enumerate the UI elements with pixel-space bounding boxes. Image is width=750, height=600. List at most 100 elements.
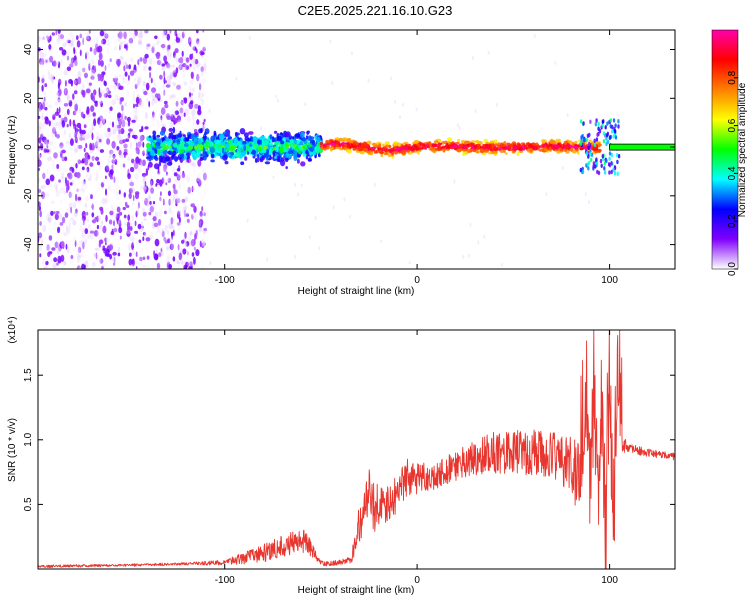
spectrogram-cell <box>43 96 46 102</box>
spectrogram-cell <box>55 190 60 197</box>
spectrogram-cell <box>244 156 248 161</box>
spectrogram-cell <box>118 118 122 127</box>
spectrogram-cell <box>307 135 312 142</box>
spectrogram-cell <box>198 176 201 184</box>
spectrogram-cell <box>116 223 120 230</box>
spectrogram-cell <box>541 139 547 143</box>
spectrogram-cell <box>188 92 192 98</box>
spectrogram-cell <box>114 46 117 51</box>
spectrogram-cell <box>299 141 304 146</box>
spectrogram-cell <box>126 135 130 140</box>
spectrogram-cell <box>73 131 76 137</box>
spectrogram-cell <box>201 99 205 106</box>
spectrogram-cell <box>154 238 160 247</box>
spectrogram-cell <box>88 82 92 89</box>
spectrogram-cell <box>203 142 206 148</box>
spectrogram-cell <box>96 171 99 179</box>
spectrogram-cell <box>320 146 324 150</box>
spectrogram-cell <box>162 176 166 184</box>
spectrogram-cell <box>112 128 116 135</box>
spectrogram-cell <box>114 124 119 132</box>
spectrogram-cell <box>182 206 185 215</box>
spectrogram-cell <box>162 83 166 90</box>
spectrogram-cell <box>202 46 206 52</box>
spectrogram-cell <box>174 156 178 162</box>
spectrogram-cell <box>77 76 82 85</box>
spectrogram-cell <box>103 93 108 98</box>
spectrogram-cell <box>142 150 145 157</box>
spectrogram-cell <box>162 30 167 37</box>
spectrogram-cell <box>142 264 147 268</box>
spectrogram-cell <box>63 69 68 76</box>
spectrogram-cell <box>137 246 139 255</box>
spectrogram-cell <box>126 230 131 237</box>
spectrogram-cell <box>186 250 190 256</box>
spectrogram-cell <box>117 252 121 257</box>
spectrogram-cell <box>197 105 201 112</box>
spectrogram-cell <box>98 242 102 248</box>
spectrogram-cell <box>162 245 167 253</box>
spectrogram-cell <box>160 247 163 253</box>
spectrogram-cell <box>183 142 189 148</box>
spectrogram-cell <box>88 63 91 71</box>
spectrogram-cell <box>264 152 270 159</box>
spectrogram-cell <box>201 78 206 84</box>
spectrogram-cell <box>166 229 170 235</box>
spectrogram-cell <box>166 62 171 69</box>
spectrogram-cell <box>66 66 72 72</box>
spectrogram-cell <box>63 190 67 194</box>
spectrogram-cell <box>48 235 53 241</box>
spectrogram-cell <box>68 133 71 138</box>
spectrogram-cell <box>156 59 162 66</box>
spectrogram-cell <box>550 139 556 144</box>
spectrogram-cell <box>75 208 78 214</box>
spectrogram-cell <box>487 50 490 55</box>
spectrogram-cell <box>59 145 64 150</box>
spectrogram-cell <box>76 257 81 263</box>
spectrogram-cell <box>97 256 101 264</box>
spectrogram-cell <box>67 172 73 180</box>
spectrogram-cell <box>50 258 53 263</box>
spectrogram-cell <box>41 78 45 84</box>
spectrogram-cell <box>141 225 144 229</box>
spectrogram-cell <box>62 260 67 265</box>
spectrogram-cell <box>272 150 276 157</box>
spectrogram-cell <box>124 71 128 77</box>
spectrogram-cell <box>246 218 249 223</box>
spectrogram-cell <box>176 211 181 220</box>
spectrogram-cell <box>165 84 171 88</box>
spectrogram-cell <box>78 266 82 269</box>
spectrogram-cell <box>132 134 136 139</box>
spectrogram-cell <box>120 41 126 45</box>
spectrogram-cell <box>56 254 59 260</box>
spectrogram-cell <box>76 128 78 135</box>
spectrogram-cell <box>198 92 203 99</box>
spectrogram-cell <box>190 203 195 208</box>
spectrogram-cell <box>158 218 162 226</box>
spectrogram-cell <box>127 74 130 81</box>
spectrogram-cell <box>56 242 60 248</box>
spectrogram-cell <box>485 141 490 145</box>
spectrogram-cell <box>63 103 69 107</box>
spectrogram-cell <box>275 145 279 153</box>
spectrogram-cell <box>139 30 143 35</box>
spectrogram-cell <box>172 167 175 173</box>
spectrogram-cell <box>152 216 157 222</box>
spectrogram-cell <box>135 210 138 218</box>
spectrogram-cell <box>247 146 253 153</box>
spectrogram-cell <box>114 158 118 165</box>
spectrogram-cell <box>504 152 508 155</box>
spectrogram-cell <box>571 141 575 146</box>
spectrogram-cell <box>91 155 95 161</box>
spectrogram-cell <box>150 136 154 142</box>
spectrogram-cell <box>106 163 110 171</box>
spectrogram-cell <box>280 140 285 145</box>
spectrogram-cell <box>63 232 68 237</box>
spectrogram-cell <box>96 187 101 192</box>
spectrogram-cell <box>47 216 52 224</box>
spectrogram-cell <box>93 89 97 96</box>
spectrogram-cell <box>105 64 110 71</box>
spectrogram-cell <box>186 146 190 152</box>
